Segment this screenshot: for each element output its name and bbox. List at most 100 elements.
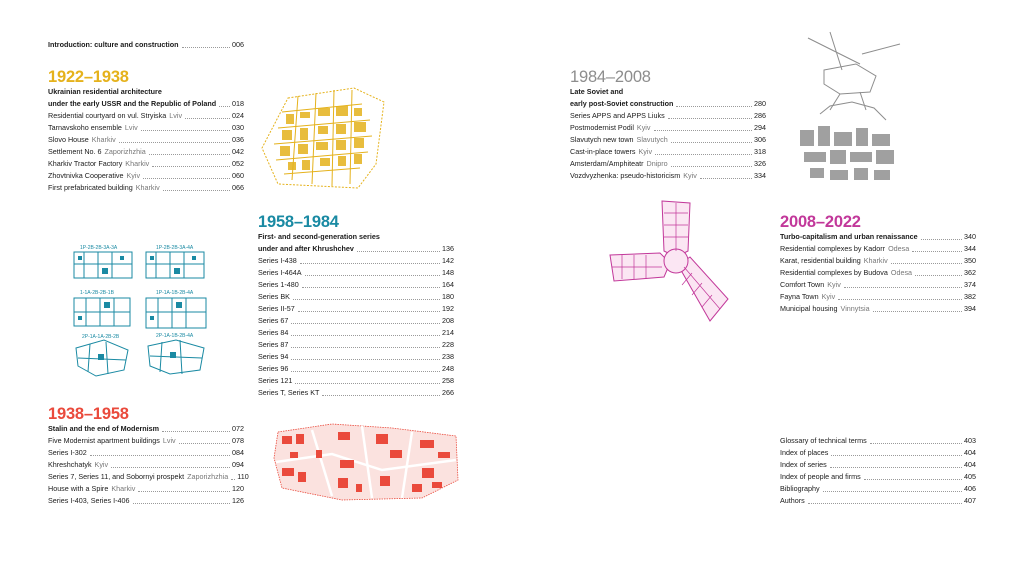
toc-entry[interactable]: First prefabricated building Kharkiv 066 <box>48 182 244 194</box>
section-title-1922: 1922–1938 <box>48 68 129 86</box>
toc-entry[interactable]: Series 7, Series 11, and Sobornyi prospe… <box>48 471 249 483</box>
leader-dots <box>291 359 440 360</box>
toc-entry[interactable]: Series I-302 084 <box>48 447 244 459</box>
toc-page-number: 164 <box>442 280 454 289</box>
toc-entry[interactable]: Municipal housing Vinnytsia 394 <box>780 303 976 315</box>
toc-page-number: 280 <box>754 99 766 108</box>
toc-1922: Ukrainian residential architecture under… <box>48 86 244 194</box>
leader-dots <box>869 443 962 444</box>
toc-page-number: 266 <box>442 388 454 397</box>
toc-entry[interactable]: Series I-438 142 <box>258 255 454 267</box>
toc-entry[interactable]: Series II-57 192 <box>258 303 454 315</box>
toc-head-row[interactable]: under and after Khrushchev 136 <box>258 243 454 255</box>
toc-list: Residential courtyard on vul. Stryiska Lv… <box>48 110 244 194</box>
toc-list: Residential complexes by Kadorr Odesa 344 K… <box>780 243 976 315</box>
leader-dots <box>291 335 440 336</box>
toc-entry[interactable]: Index of people and firms 405 <box>780 471 976 483</box>
leader-dots <box>322 395 440 396</box>
toc-entry[interactable]: Vozdvyzhenka: pseudo-historicism Kyiv 334 <box>570 170 766 182</box>
toc-entry[interactable]: House with a Spire Kharkiv 120 <box>48 483 244 495</box>
toc-entry-title: Series 1-480 <box>258 280 299 289</box>
toc-entry[interactable]: Residential complexes by Budova Odesa 362 <box>780 267 976 279</box>
toc-entry[interactable]: Postmodernist Podil Kyiv 294 <box>570 122 766 134</box>
toc-entry[interactable]: Series 1-480 164 <box>258 279 454 291</box>
plan-label: 1P-2B-2B-3A-4A <box>156 245 194 251</box>
toc-entry[interactable]: Index of series 404 <box>780 459 976 471</box>
toc-entry-title: Index of series <box>780 460 827 469</box>
toc-entry-title: Series T, Series KT <box>258 388 320 397</box>
toc-head-row[interactable]: early post-Soviet construction 280 <box>570 98 766 110</box>
toc-entry[interactable]: Index of places 404 <box>780 447 976 459</box>
toc-entry[interactable]: Series 96 248 <box>258 363 454 375</box>
toc-page-number: 403 <box>964 436 976 445</box>
toc-entry[interactable]: Tarnavskoho ensemble Lviv 030 <box>48 122 244 134</box>
toc-page-number: 110 <box>237 472 249 481</box>
toc-entry[interactable]: Five Modernist apartment buildings Lviv 07… <box>48 435 244 447</box>
toc-entry[interactable]: Cast-in-place towers Kyiv 318 <box>570 146 766 158</box>
toc-entry[interactable]: Zhovtnivka Cooperative Kyiv 060 <box>48 170 244 182</box>
leader-dots <box>912 251 962 252</box>
toc-entry[interactable]: Slavutych new town Slavutych 306 <box>570 134 766 146</box>
grey-sketch-helicopter-illustration <box>800 31 901 180</box>
toc-entry[interactable]: Residential complexes by Kadorr Odesa 344 <box>780 243 976 255</box>
toc-entry[interactable]: Residential courtyard on vul. Stryiska Lv… <box>48 110 244 122</box>
toc-entry-city: Zaporizhzhia <box>187 472 229 481</box>
toc-entry[interactable]: Series 87 228 <box>258 339 454 351</box>
toc-entry[interactable]: Settlement No. 6 Zaporizhzhia 042 <box>48 146 244 158</box>
leader-dots <box>140 130 230 131</box>
toc-entry[interactable]: Series 121 258 <box>258 375 454 387</box>
section-heading: under and after Khrushchev <box>258 244 354 253</box>
leader-dots <box>132 503 230 504</box>
toc-page-number: 306 <box>754 135 766 144</box>
toc-intro-row[interactable]: Introduction: culture and construction 0… <box>48 39 244 51</box>
section-title-1938: 1938–1958 <box>48 405 129 423</box>
leader-dots <box>356 251 440 252</box>
toc-entry[interactable]: Series T, Series KT 266 <box>258 387 454 399</box>
leader-dots <box>299 263 440 264</box>
toc-entry[interactable]: Series APPS and APPS Liuks 286 <box>570 110 766 122</box>
leader-dots <box>653 130 752 131</box>
toc-page-number: 084 <box>232 448 244 457</box>
toc-entry-title: House with a Spire <box>48 484 109 493</box>
toc-1958: First- and second-generation series unde… <box>258 231 454 399</box>
toc-entry-city: Kyiv <box>94 460 109 469</box>
toc-entry-title: Series 87 <box>258 340 289 349</box>
toc-entry-city: Lviv <box>124 123 138 132</box>
leader-dots <box>838 299 962 300</box>
toc-entry[interactable]: Series I-403, Series I-406 126 <box>48 495 244 507</box>
toc-head-row: Late Soviet and <box>570 86 766 98</box>
toc-entry[interactable]: Series 84 214 <box>258 327 454 339</box>
toc-entry[interactable]: Bibliography 406 <box>780 483 976 495</box>
toc-entry-title: Bibliography <box>780 484 820 493</box>
toc-list: Five Modernist apartment buildings Lviv 07… <box>48 435 249 507</box>
toc-entry[interactable]: Comfort Town Kyiv 374 <box>780 279 976 291</box>
toc-page-number: 030 <box>232 123 244 132</box>
toc-entry[interactable]: Karat, residential building Kharkiv 350 <box>780 255 976 267</box>
toc-entry[interactable]: Slovo House Kharkiv 036 <box>48 134 244 146</box>
toc-entry-title: Series II-57 <box>258 304 295 313</box>
toc-entry[interactable]: Series I-464A 148 <box>258 267 454 279</box>
toc-entry[interactable]: Kharkiv Tractor Factory Kharkiv 052 <box>48 158 244 170</box>
toc-page-number: 214 <box>442 328 454 337</box>
toc-entry-title: Residential complexes by Kadorr <box>780 244 886 253</box>
toc-entry-title: Amsterdam/Amphiteatr <box>570 159 644 168</box>
toc-page-number: 334 <box>754 171 766 180</box>
toc-entry[interactable]: Khreshchatyk Kyiv 094 <box>48 459 244 471</box>
toc-entry[interactable]: Series 67 208 <box>258 315 454 327</box>
toc-entry[interactable]: Series 94 238 <box>258 351 454 363</box>
toc-entry[interactable]: Series BK 180 <box>258 291 454 303</box>
toc-entry-title: Five Modernist apartment buildings <box>48 436 160 445</box>
toc-entry[interactable]: Fayna Town Kyiv 382 <box>780 291 976 303</box>
toc-entry[interactable]: Glossary of technical terms 403 <box>780 435 976 447</box>
toc-head-row[interactable]: Stalin and the end of Modernism 072 <box>48 423 244 435</box>
toc-head-row[interactable]: Turbo-capitalism and urban renaissance 3… <box>780 231 976 243</box>
toc-head-row[interactable]: under the early USSR and the Republic of… <box>48 98 244 110</box>
toc-page-number: 060 <box>232 171 244 180</box>
toc-entry[interactable]: Authors 407 <box>780 495 976 507</box>
toc-entry[interactable]: Amsterdam/Amphiteatr Dnipro 326 <box>570 158 766 170</box>
leader-dots <box>292 299 440 300</box>
toc-entry-title: Kharkiv Tractor Factory <box>48 159 123 168</box>
plan-label: 2P-1A-1B-2B-4A <box>156 333 194 339</box>
toc-page-number: 238 <box>442 352 454 361</box>
toc-entry-title: Series 94 <box>258 352 289 361</box>
